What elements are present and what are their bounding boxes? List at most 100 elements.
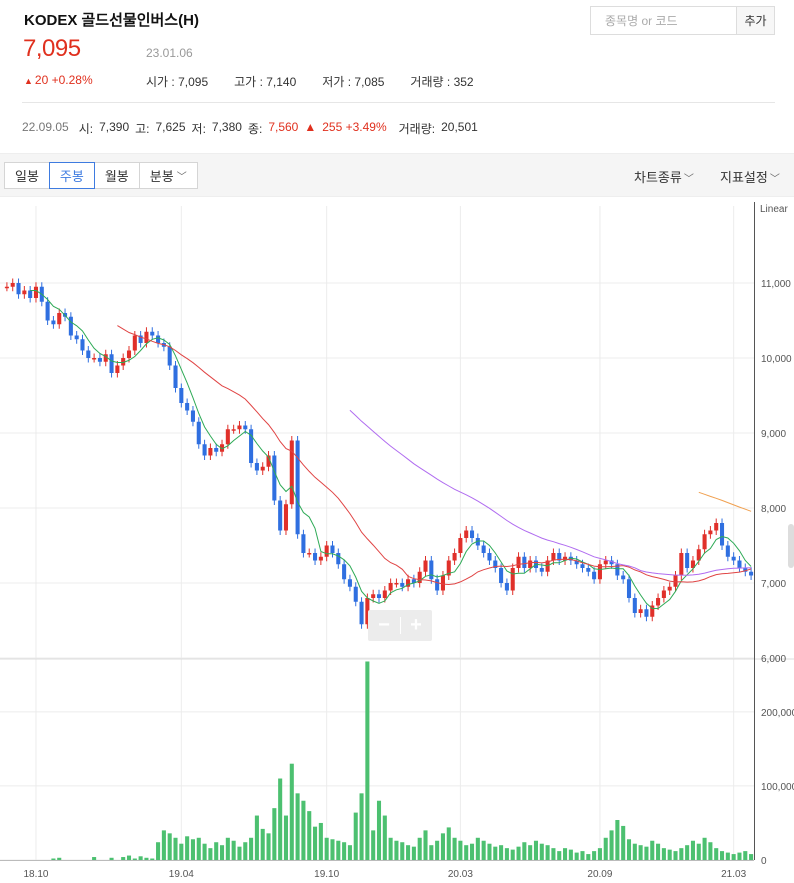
indicator-settings-dropdown[interactable]: 지표설정 ﹀ <box>720 167 780 186</box>
volume-bar <box>295 793 300 860</box>
volume-bar <box>254 815 259 860</box>
volume-bar <box>481 840 486 860</box>
volume-bar <box>278 778 283 860</box>
stat-open-label: 시가 <box>146 75 169 89</box>
volume-bar <box>661 848 666 860</box>
volume-bar <box>249 837 254 860</box>
tab-daily-label: 일봉 <box>15 169 39 184</box>
volume-bar <box>522 842 527 860</box>
ma120-line <box>698 491 752 512</box>
volume-bar <box>365 661 370 860</box>
candle-body <box>737 560 742 568</box>
add-button[interactable]: 추가 <box>736 6 775 35</box>
candle-body <box>33 286 39 298</box>
candle-body <box>586 568 591 572</box>
volume-bar <box>446 827 451 860</box>
volume-bar <box>435 840 440 860</box>
volume-bar <box>690 840 695 860</box>
tab-weekly[interactable]: 주봉 <box>48 162 95 189</box>
candle-body <box>167 346 172 366</box>
volume-bar <box>260 828 265 860</box>
volume-bar <box>533 840 539 860</box>
candle-body <box>702 534 707 550</box>
candle-body <box>10 283 15 287</box>
candle-body <box>749 571 754 576</box>
volume-tick-label: 0 <box>761 856 767 867</box>
tab-minute[interactable]: 분봉 ﹀ <box>138 162 198 189</box>
candle-body <box>563 556 568 561</box>
candle-body <box>313 553 318 561</box>
volume-bar <box>545 845 550 860</box>
candle-body <box>22 290 27 295</box>
chart-type-dropdown[interactable]: 차트종류 ﹀ <box>634 167 694 186</box>
candle-low-label: 저: <box>191 122 206 136</box>
volume-bar <box>714 848 719 860</box>
candle-date: 22.09.05 <box>22 120 69 134</box>
chart-area[interactable]: Linear 11,000 10,000 9,000 8,000 7,000 6,000 20… <box>0 198 794 883</box>
candle-change-value: 255 +3.49% <box>322 120 387 134</box>
candle-close-label: 종: <box>247 122 263 136</box>
volume-bar <box>749 854 754 860</box>
volume-bar <box>138 856 143 860</box>
candle-body <box>301 534 306 553</box>
volume-bar <box>656 843 661 860</box>
candle-body <box>249 429 254 463</box>
volume-bar <box>202 843 207 860</box>
zoom-out-button[interactable]: − <box>378 614 390 636</box>
volume-bar <box>342 842 347 860</box>
candle-body <box>57 313 62 325</box>
stat-open: 시가 : 7,095 <box>146 75 209 89</box>
candle-body <box>196 421 201 445</box>
candle-body <box>452 553 457 561</box>
candle-body <box>324 545 329 557</box>
volume-bar <box>376 800 382 860</box>
candle-body <box>522 556 527 568</box>
volume-bar <box>551 848 556 860</box>
volume-bar <box>388 837 393 860</box>
candle-body <box>150 331 155 336</box>
candle-high: 7,625 <box>155 120 186 134</box>
chart-toolbar: 일봉 주봉 월봉 분봉 ﹀ 차트종류 ﹀ 지표설정 ﹀ <box>0 153 794 197</box>
candle-body <box>97 358 102 362</box>
candle-body <box>597 564 602 580</box>
candle-body <box>458 538 463 553</box>
volume-bar <box>568 849 573 860</box>
candle-body <box>4 286 9 289</box>
stock-chart[interactable]: Linear 11,000 10,000 9,000 8,000 7,000 6,000 20… <box>0 198 794 883</box>
volume-bar <box>347 845 352 860</box>
stock-search-input[interactable] <box>591 7 736 34</box>
candle-body <box>92 358 97 360</box>
candle-body <box>318 556 323 561</box>
candle-body <box>109 354 114 373</box>
volume-bar <box>336 840 341 860</box>
candle-body <box>330 545 335 553</box>
candle-body <box>690 560 695 568</box>
zoom-in-button[interactable]: + <box>410 614 422 636</box>
volume-bar <box>289 763 294 860</box>
volume-bar <box>499 845 504 860</box>
candle-body <box>16 283 21 295</box>
chart-scroll-handle[interactable] <box>788 524 794 568</box>
candle-body <box>685 553 690 568</box>
candle-body <box>266 455 271 467</box>
candle-body <box>365 598 370 625</box>
candle-body <box>411 579 416 583</box>
volume-bar <box>597 848 602 860</box>
candle-body <box>74 335 79 340</box>
candle-body <box>126 350 132 358</box>
candle-volume: 20,501 <box>441 120 478 134</box>
candle-body <box>626 579 632 598</box>
candle-body <box>493 560 498 568</box>
tab-daily[interactable]: 일봉 <box>4 162 50 189</box>
price-tick-label: 7,000 <box>761 579 786 590</box>
volume-bar <box>650 840 655 860</box>
volume-bar <box>673 851 678 860</box>
volume-bar <box>580 851 585 860</box>
stat-open-value: 7,095 <box>178 75 209 89</box>
tab-weekly-label: 주봉 <box>59 169 84 184</box>
candle-body <box>481 545 486 553</box>
candle-body <box>725 545 730 557</box>
tab-monthly[interactable]: 월봉 <box>93 162 140 189</box>
candle-body <box>289 440 294 505</box>
candle-body <box>103 354 108 362</box>
